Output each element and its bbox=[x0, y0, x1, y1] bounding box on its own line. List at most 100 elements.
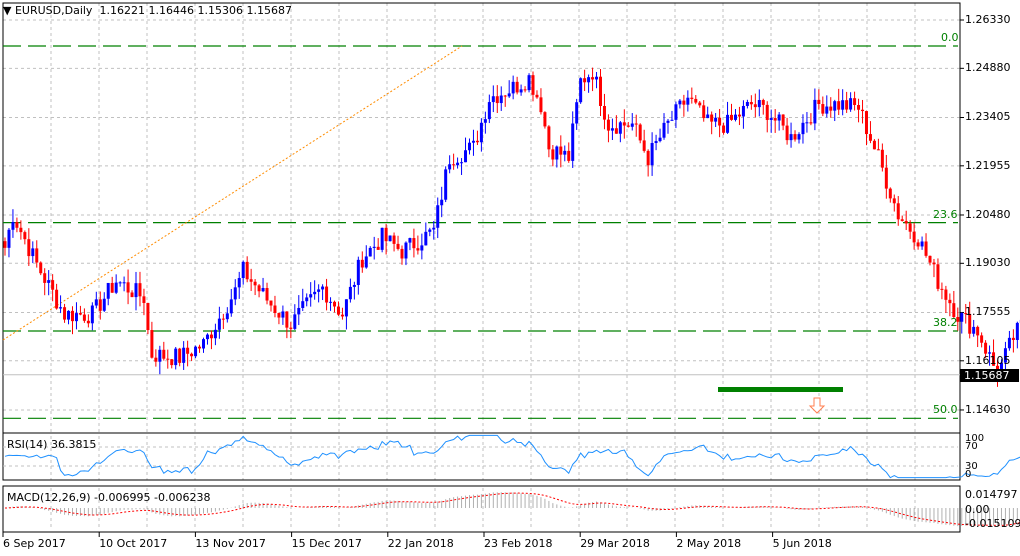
dropdown-triangle-icon[interactable]: ▼ bbox=[3, 4, 12, 17]
candle-body bbox=[333, 301, 337, 307]
candle-body bbox=[309, 294, 313, 298]
candle-body bbox=[559, 146, 563, 155]
low-value: 1.15306 bbox=[197, 4, 243, 17]
candle-body bbox=[567, 150, 571, 161]
candle-body bbox=[884, 167, 888, 189]
candle-body bbox=[376, 246, 380, 250]
candle-body bbox=[55, 289, 59, 309]
candle-body bbox=[162, 349, 166, 359]
candle-body bbox=[523, 89, 527, 91]
fib-level-label: 50.0 bbox=[933, 403, 958, 417]
macd-label: MACD(12,26,9) -0.006995 -0.006238 bbox=[7, 491, 211, 504]
price-axis-label: 1.17555 bbox=[965, 305, 1011, 319]
candle-body bbox=[106, 282, 110, 299]
candle-body bbox=[821, 104, 825, 114]
candle-body bbox=[432, 227, 436, 230]
candle-body bbox=[285, 311, 289, 328]
candle-body bbox=[170, 359, 174, 366]
candle-body bbox=[670, 119, 674, 121]
candle-body bbox=[781, 114, 785, 126]
candle-body bbox=[849, 98, 853, 110]
candle-body bbox=[217, 318, 221, 330]
candle-body bbox=[880, 149, 884, 168]
candle-body bbox=[142, 296, 146, 303]
rsi-axis-100: 100 bbox=[965, 433, 985, 444]
candle-body bbox=[924, 241, 928, 256]
candle-body bbox=[571, 123, 575, 161]
candle-body bbox=[412, 238, 416, 249]
candle-body bbox=[209, 334, 213, 339]
candle-body bbox=[988, 352, 992, 354]
candle-body bbox=[646, 150, 650, 166]
support-zone bbox=[718, 387, 843, 392]
candle-body bbox=[253, 281, 257, 286]
candle-body bbox=[984, 342, 988, 354]
high-value: 1.16446 bbox=[148, 4, 194, 17]
macd-axis-zero: 0.00 bbox=[965, 503, 990, 516]
candle-body bbox=[265, 288, 269, 301]
candle-body bbox=[78, 313, 82, 315]
candle-body bbox=[761, 100, 765, 105]
candle-body bbox=[146, 302, 150, 331]
candle-body bbox=[912, 231, 916, 243]
candle-body bbox=[853, 98, 857, 106]
candle-body bbox=[245, 261, 249, 280]
candle-body bbox=[325, 286, 329, 303]
candle-body bbox=[364, 256, 368, 268]
candle-body bbox=[587, 77, 591, 83]
price-axis-label: 1.20480 bbox=[965, 207, 1011, 221]
candle-body bbox=[317, 289, 321, 292]
candle-body bbox=[547, 126, 551, 150]
macd-axis-max: 0.014797 bbox=[965, 488, 1018, 501]
candle-body bbox=[59, 307, 63, 309]
candle-body bbox=[841, 100, 845, 110]
candle-body bbox=[741, 105, 745, 117]
price-axis-label: 1.19030 bbox=[965, 256, 1011, 270]
candle-body bbox=[86, 320, 90, 324]
fib-level-label: 0.0 bbox=[941, 30, 959, 44]
candle-body bbox=[471, 140, 475, 143]
candle-body bbox=[67, 310, 71, 320]
candle-body bbox=[182, 347, 186, 363]
candle-body bbox=[610, 128, 614, 131]
candle-body bbox=[678, 100, 682, 105]
candle-body bbox=[82, 314, 86, 321]
candle-body bbox=[606, 119, 610, 131]
candle-body bbox=[825, 106, 829, 114]
candle-body bbox=[940, 288, 944, 290]
candle-body bbox=[809, 122, 813, 124]
candle-body bbox=[348, 286, 352, 300]
candle-body bbox=[845, 100, 849, 110]
macd-signal-line bbox=[4, 492, 1020, 526]
candle-body bbox=[837, 101, 841, 110]
candle-body bbox=[70, 310, 74, 322]
candle-body bbox=[436, 205, 440, 228]
rsi-axis-0: 0 bbox=[965, 469, 972, 480]
candle-body bbox=[833, 101, 837, 111]
candle-body bbox=[813, 99, 817, 124]
candle-body bbox=[15, 222, 19, 228]
candle-body bbox=[198, 346, 202, 349]
candle-body bbox=[968, 313, 972, 334]
candle-body bbox=[114, 282, 118, 293]
candle-body bbox=[702, 105, 706, 119]
candle-body bbox=[241, 261, 245, 279]
candle-body bbox=[976, 326, 980, 336]
candle-body bbox=[380, 227, 384, 250]
candle-body bbox=[448, 164, 452, 170]
candle-body bbox=[94, 299, 98, 306]
candle-body bbox=[483, 119, 487, 123]
rsi-line bbox=[4, 434, 1020, 479]
candle-body bbox=[11, 222, 15, 230]
candle-body bbox=[745, 102, 749, 106]
candle-body bbox=[686, 97, 690, 105]
candle-body bbox=[356, 259, 360, 285]
candle-body bbox=[888, 188, 892, 199]
candle-body bbox=[749, 102, 753, 105]
candle-body bbox=[583, 78, 587, 83]
close-value: 1.15687 bbox=[246, 4, 292, 17]
candle-body bbox=[658, 137, 662, 142]
candle-body bbox=[1011, 337, 1015, 340]
